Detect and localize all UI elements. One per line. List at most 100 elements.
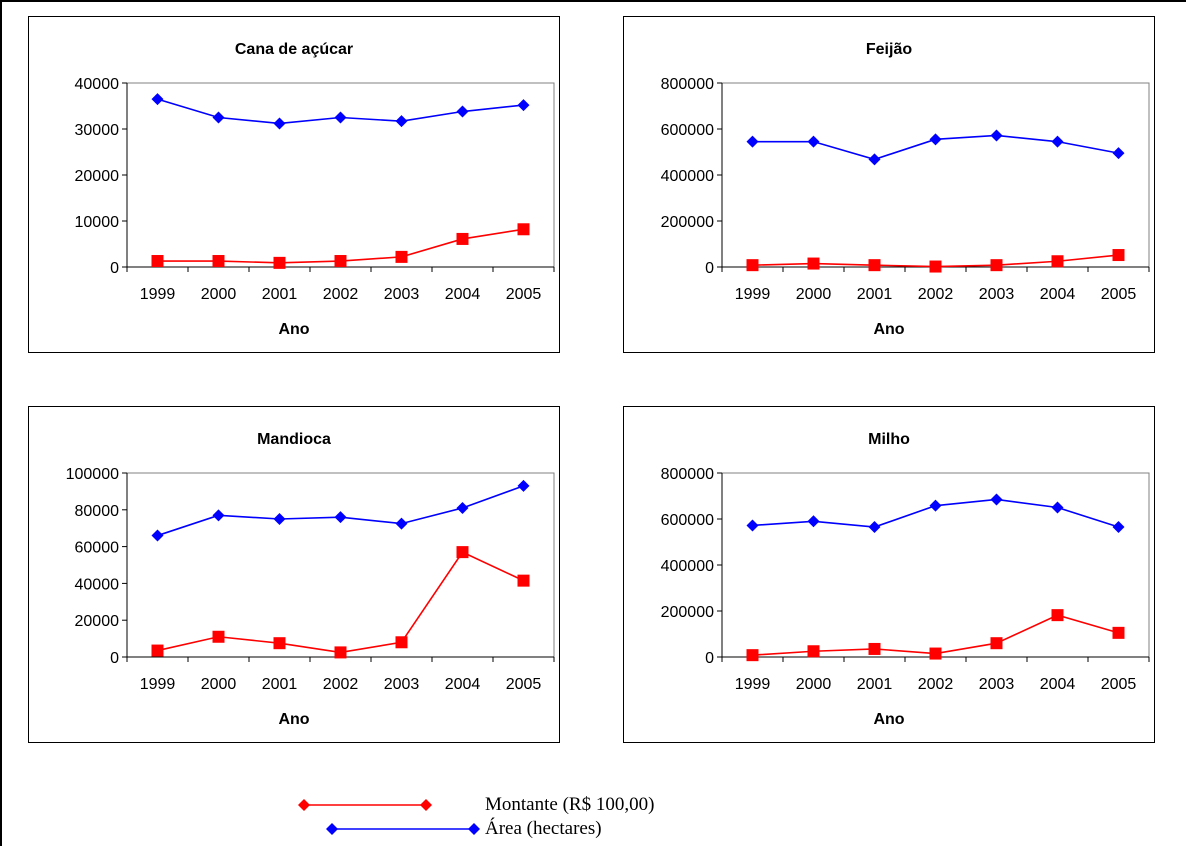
data-point-montante — [746, 649, 759, 662]
data-point-area — [151, 93, 164, 106]
data-point-montante — [1112, 626, 1125, 639]
chart-panel-feijao: Feijão 0 200000 400000 600000 800000 1999 2000… — [623, 16, 1155, 353]
data-point-montante — [273, 637, 286, 650]
chart-panel-cana: Cana de açúcar 0 10000 20000 30000 40000 1999… — [28, 16, 560, 353]
data-point-montante — [990, 637, 1003, 650]
y-tick-label: 800000 — [661, 76, 714, 93]
data-point-area — [929, 133, 942, 146]
data-point-area — [807, 135, 820, 148]
data-point-area — [212, 509, 225, 522]
data-point-montante — [1051, 609, 1064, 622]
data-point-area — [456, 501, 469, 514]
x-tick-label: 1999 — [735, 676, 771, 693]
plot-area — [721, 82, 1150, 268]
data-point-montante — [151, 644, 164, 657]
legend-line-montante — [298, 799, 432, 811]
y-tick-label: 40000 — [75, 76, 120, 93]
x-tick-label: 2000 — [796, 286, 832, 303]
data-point-montante — [1051, 255, 1064, 268]
data-point-montante — [395, 636, 408, 649]
data-point-area — [1051, 501, 1064, 514]
data-point-montante — [334, 646, 347, 659]
x-axis-label: Ano — [278, 321, 310, 338]
chart-title: Feijão — [865, 41, 913, 58]
series-line-area — [157, 485, 524, 537]
data-point-montante — [1112, 249, 1125, 262]
data-point-area — [395, 115, 408, 128]
data-point-area — [334, 111, 347, 124]
data-point-area — [212, 111, 225, 124]
data-point-montante — [929, 647, 942, 660]
data-point-montante — [212, 255, 225, 268]
data-point-area — [334, 511, 347, 524]
x-tick-label: 2004 — [445, 676, 481, 693]
legend-item-montante: Montante (R$ 100,00) — [290, 794, 790, 816]
chart-panel-mandioca: Mandioca 0 20000 40000 60000 80000 100000 1999… — [28, 406, 560, 743]
x-tick-label: 2002 — [918, 286, 954, 303]
data-point-montante — [212, 630, 225, 643]
chart-title: Cana de açúcar — [234, 41, 354, 58]
x-tick-label: 2004 — [1040, 286, 1076, 303]
data-point-montante — [807, 257, 820, 270]
x-tick-label: 2004 — [445, 286, 481, 303]
x-tick-label: 2005 — [506, 286, 542, 303]
data-point-area — [517, 99, 530, 112]
x-tick-label: 2001 — [262, 676, 298, 693]
data-point-montante — [334, 255, 347, 268]
legend-marker-area — [468, 823, 480, 835]
data-point-area — [273, 513, 286, 525]
y-tick-label: 60000 — [75, 540, 120, 557]
data-point-montante — [868, 259, 881, 272]
x-tick-label: 2003 — [979, 286, 1015, 303]
data-point-area — [990, 493, 1003, 506]
y-tick-label: 200000 — [661, 604, 714, 621]
data-point-montante — [868, 642, 881, 655]
y-tick-label: 0 — [705, 650, 714, 667]
y-tick-label: 30000 — [75, 122, 120, 139]
x-axis-label: Ano — [873, 711, 905, 728]
data-point-area — [990, 129, 1003, 142]
y-tick-label: 20000 — [75, 613, 120, 630]
data-point-area — [517, 479, 530, 492]
x-tick-label: 2004 — [1040, 676, 1076, 693]
x-tick-label: 2000 — [201, 676, 237, 693]
x-tick-label: 1999 — [140, 286, 176, 303]
legend-marker-montante — [420, 799, 432, 811]
x-tick-label: 2003 — [384, 676, 420, 693]
legend-marker-montante — [298, 799, 310, 811]
x-tick-label: 2002 — [323, 676, 359, 693]
chart-plot: 0 200000 400000 600000 800000 1999 2000 2001 200… — [661, 466, 1150, 693]
chart-plot: 0 20000 40000 60000 80000 100000 1999 2000 2001 2… — [66, 466, 555, 693]
legend-line-area — [326, 823, 480, 835]
x-tick-label: 2005 — [1101, 676, 1137, 693]
y-tick-label: 0 — [110, 260, 119, 277]
x-tick-label: 2001 — [857, 286, 893, 303]
y-tick-label: 40000 — [75, 576, 120, 593]
data-point-montante — [517, 574, 530, 587]
legend-label-area: Área (hectares) — [485, 818, 602, 839]
chart-title: Mandioca — [257, 431, 331, 448]
data-point-area — [1051, 135, 1064, 148]
x-tick-label: 1999 — [735, 286, 771, 303]
data-point-area — [1112, 147, 1125, 160]
data-point-montante — [517, 223, 530, 236]
data-point-montante — [273, 256, 286, 269]
y-tick-label: 200000 — [661, 214, 714, 231]
data-point-montante — [746, 259, 759, 272]
data-point-montante — [456, 546, 469, 559]
y-tick-label: 600000 — [661, 122, 714, 139]
series-line-montante — [157, 551, 524, 654]
y-tick-label: 0 — [110, 650, 119, 667]
legend: Montante (R$ 100,00) Área (hectares) — [290, 790, 790, 846]
data-point-area — [746, 135, 759, 148]
y-tick-label: 600000 — [661, 512, 714, 529]
data-point-montante — [807, 645, 820, 658]
data-point-area — [929, 499, 942, 512]
data-point-montante — [929, 260, 942, 273]
chart-plot: 0 200000 400000 600000 800000 1999 2000 2001 200… — [661, 76, 1150, 303]
data-point-area — [868, 521, 881, 534]
data-point-montante — [395, 250, 408, 263]
data-point-area — [151, 529, 164, 542]
x-tick-label: 2000 — [201, 286, 237, 303]
